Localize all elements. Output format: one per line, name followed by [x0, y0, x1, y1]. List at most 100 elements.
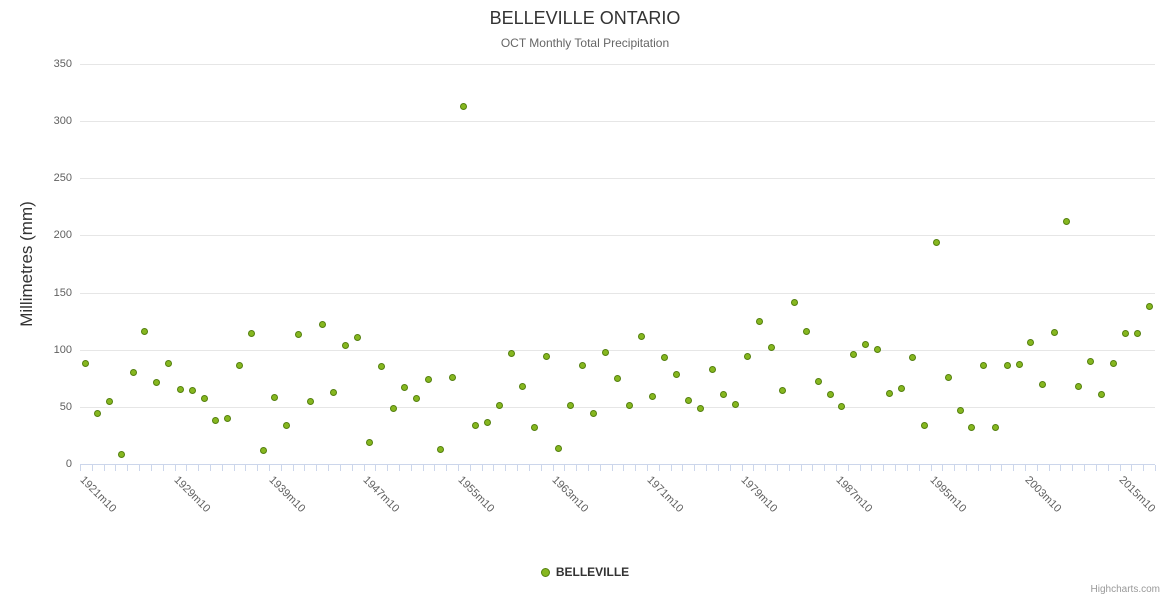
scatter-point[interactable] — [1145, 302, 1153, 310]
x-axis-tick — [458, 465, 460, 471]
scatter-point[interactable] — [484, 419, 492, 427]
scatter-point[interactable] — [413, 395, 421, 403]
scatter-point[interactable] — [389, 404, 397, 412]
scatter-point[interactable] — [791, 299, 799, 307]
scatter-point[interactable] — [365, 438, 373, 446]
scatter-point[interactable] — [188, 387, 196, 395]
scatter-point[interactable] — [354, 333, 362, 341]
scatter-point[interactable] — [1039, 380, 1047, 388]
scatter-point[interactable] — [472, 421, 480, 429]
scatter-point[interactable] — [283, 421, 291, 429]
scatter-point[interactable] — [850, 350, 858, 358]
scatter-point[interactable] — [401, 383, 409, 391]
scatter-point[interactable] — [543, 353, 551, 361]
scatter-point[interactable] — [129, 369, 137, 377]
scatter-point[interactable] — [436, 445, 444, 453]
scatter-point[interactable] — [94, 410, 102, 418]
scatter-point[interactable] — [1110, 359, 1118, 367]
scatter-point[interactable] — [1098, 390, 1106, 398]
scatter-point[interactable] — [176, 386, 184, 394]
scatter-point[interactable] — [838, 403, 846, 411]
scatter-point[interactable] — [1062, 218, 1070, 226]
scatter-point[interactable] — [1003, 362, 1011, 370]
scatter-point[interactable] — [117, 451, 125, 459]
scatter-point[interactable] — [897, 385, 905, 393]
scatter-point[interactable] — [696, 404, 704, 412]
scatter-point[interactable] — [708, 365, 716, 373]
scatter-point[interactable] — [673, 371, 681, 379]
scatter-point[interactable] — [779, 387, 787, 395]
scatter-point[interactable] — [826, 390, 834, 398]
scatter-point[interactable] — [932, 238, 940, 246]
scatter-point[interactable] — [448, 373, 456, 381]
scatter-point[interactable] — [306, 397, 314, 405]
legend-item-belleville[interactable]: BELLEVILLE — [0, 565, 1170, 579]
scatter-point[interactable] — [318, 321, 326, 329]
x-axis-tick — [1131, 465, 1133, 471]
scatter-point[interactable] — [1051, 329, 1059, 337]
scatter-point[interactable] — [602, 348, 610, 356]
scatter-point[interactable] — [968, 423, 976, 431]
scatter-point[interactable] — [342, 341, 350, 349]
scatter-point[interactable] — [1121, 330, 1129, 338]
scatter-point[interactable] — [1086, 357, 1094, 365]
scatter-point[interactable] — [885, 389, 893, 397]
scatter-point[interactable] — [153, 379, 161, 387]
scatter-point[interactable] — [980, 362, 988, 370]
scatter-point[interactable] — [684, 396, 692, 404]
scatter-point[interactable] — [259, 446, 267, 454]
scatter-point[interactable] — [1074, 382, 1082, 390]
scatter-point[interactable] — [271, 394, 279, 402]
scatter-point[interactable] — [732, 401, 740, 409]
scatter-point[interactable] — [424, 375, 432, 383]
scatter-point[interactable] — [554, 444, 562, 452]
scatter-point[interactable] — [247, 330, 255, 338]
scatter-point[interactable] — [743, 353, 751, 361]
scatter-point[interactable] — [566, 402, 574, 410]
highcharts-credit-link[interactable]: Highcharts.com — [1090, 584, 1160, 595]
scatter-point[interactable] — [200, 395, 208, 403]
scatter-point[interactable] — [944, 373, 952, 381]
scatter-point[interactable] — [212, 417, 220, 425]
scatter-point[interactable] — [460, 102, 468, 110]
scatter-point[interactable] — [803, 327, 810, 335]
scatter-point[interactable] — [862, 340, 870, 348]
scatter-point[interactable] — [1133, 330, 1141, 338]
x-axis-tick — [576, 465, 578, 471]
scatter-point[interactable] — [578, 362, 586, 370]
scatter-point[interactable] — [1015, 361, 1023, 369]
scatter-point[interactable] — [106, 397, 114, 405]
x-axis-tick — [80, 465, 81, 471]
scatter-point[interactable] — [649, 393, 657, 401]
scatter-point[interactable] — [507, 349, 515, 357]
scatter-point[interactable] — [873, 346, 881, 354]
scatter-point[interactable] — [720, 390, 728, 398]
scatter-point[interactable] — [165, 359, 173, 367]
scatter-point[interactable] — [909, 354, 917, 362]
scatter-point[interactable] — [767, 343, 775, 351]
scatter-point[interactable] — [531, 423, 539, 431]
scatter-point[interactable] — [625, 402, 633, 410]
scatter-point[interactable] — [590, 410, 598, 418]
y-axis-tick-label: 200 — [53, 229, 72, 242]
scatter-point[interactable] — [495, 402, 503, 410]
scatter-point[interactable] — [814, 378, 822, 386]
scatter-point[interactable] — [377, 363, 385, 371]
scatter-point[interactable] — [141, 327, 149, 335]
legend-series-label: BELLEVILLE — [555, 565, 630, 579]
scatter-point[interactable] — [295, 331, 303, 339]
scatter-point[interactable] — [614, 374, 621, 382]
scatter-point[interactable] — [330, 388, 338, 396]
scatter-point[interactable] — [956, 406, 964, 414]
scatter-point[interactable] — [921, 421, 929, 429]
scatter-point[interactable] — [519, 382, 527, 390]
scatter-point[interactable] — [224, 414, 232, 422]
scatter-point[interactable] — [755, 317, 763, 325]
scatter-point[interactable] — [1027, 339, 1035, 347]
x-axis-tick — [611, 465, 613, 471]
scatter-point[interactable] — [235, 362, 243, 370]
scatter-point[interactable] — [992, 423, 1000, 431]
scatter-point[interactable] — [661, 354, 669, 362]
scatter-point[interactable] — [637, 332, 645, 340]
scatter-point[interactable] — [82, 359, 90, 367]
